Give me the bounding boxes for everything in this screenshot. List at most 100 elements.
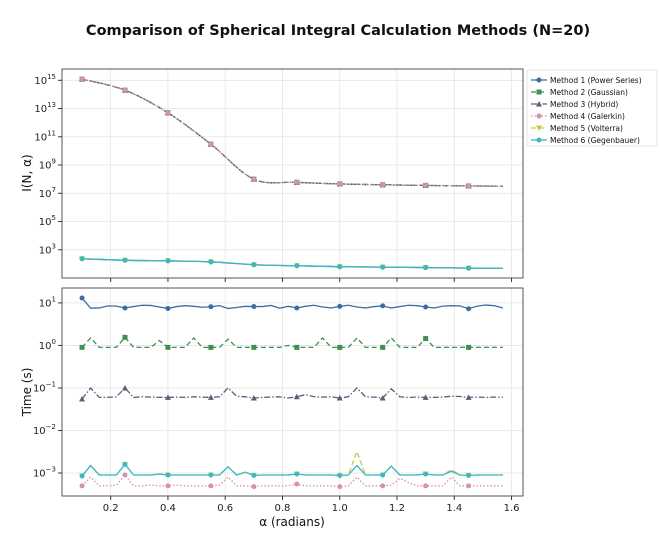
- marker-series-4: [208, 483, 214, 489]
- marker-series-6: [337, 264, 343, 270]
- marker-series-6: [208, 259, 214, 265]
- marker-series-3: [293, 393, 300, 400]
- marker-series-6: [208, 472, 214, 478]
- marker-series-3: [465, 394, 472, 400]
- marker-series-4: [79, 76, 85, 82]
- marker-series-1: [294, 305, 300, 311]
- marker-series-4: [122, 87, 128, 93]
- marker-series-4: [251, 176, 257, 182]
- x-tick-label: 0.6: [217, 503, 233, 514]
- y-tick-label: 103: [39, 242, 56, 256]
- x-tick-label: 1.0: [332, 503, 348, 514]
- marker-series-6: [380, 264, 386, 270]
- marker-series-4: [294, 179, 300, 185]
- marker-series-2: [423, 336, 429, 342]
- x-axis-label: α (radians): [259, 515, 325, 529]
- marker-series-4: [423, 182, 429, 188]
- y-tick-label: 10−2: [33, 423, 56, 437]
- marker-series-4: [165, 483, 171, 489]
- marker-series-3: [250, 395, 257, 401]
- marker-series-1: [79, 295, 85, 301]
- marker-series-1: [536, 77, 542, 83]
- marker-series-5: [536, 125, 542, 131]
- marker-series-3: [336, 395, 343, 401]
- plot-area: [62, 288, 523, 496]
- marker-series-4: [536, 113, 542, 119]
- y-tick-label: 107: [39, 186, 56, 200]
- marker-series-3: [164, 394, 171, 400]
- top-axes-intensity: 103 105 107 109 1011 1013 1015: [34, 68, 524, 282]
- marker-series-4: [294, 481, 300, 487]
- marker-series-6: [466, 265, 472, 271]
- legend-entry-5: Method 5 (Volterra): [550, 124, 623, 133]
- bottom-y-axis-label: Time (s): [20, 368, 34, 418]
- marker-series-1: [208, 304, 214, 310]
- marker-series-4: [380, 483, 386, 489]
- marker-series-6: [466, 472, 472, 478]
- marker-series-2: [208, 344, 214, 350]
- y-tick-label: 105: [39, 214, 56, 228]
- legend-entry-1: Method 1 (Power Series): [550, 76, 642, 85]
- legend-entry-6: Method 6 (Gegenbauer): [550, 136, 640, 145]
- marker-series-4: [380, 182, 386, 188]
- y-tick-label: 101: [39, 295, 56, 309]
- marker-series-6: [122, 461, 128, 467]
- marker-series-4: [423, 483, 429, 489]
- marker-series-1: [337, 303, 343, 309]
- marker-series-1: [251, 304, 257, 310]
- marker-series-4: [466, 483, 472, 489]
- legend-entry-2: Method 2 (Gaussian): [550, 88, 628, 97]
- y-tick-label: 1013: [34, 101, 56, 115]
- marker-series-6: [122, 257, 128, 263]
- marker-series-1: [423, 304, 429, 310]
- marker-series-6: [251, 262, 257, 268]
- marker-series-2: [79, 344, 85, 350]
- marker-series-1: [466, 306, 472, 312]
- legend-box: [526, 69, 658, 147]
- marker-series-1: [122, 305, 128, 311]
- x-tick-label: 0.4: [160, 503, 176, 514]
- marker-series-4: [337, 181, 343, 187]
- x-tick-label: 0.2: [103, 503, 119, 514]
- marker-series-6: [165, 258, 171, 264]
- bottom-axes-time: 0.2 0.4 0.6 0.8 1.0 1.2 1.4 1.6 10−3 10−2 10−1 100 1…: [33, 287, 524, 514]
- legend-entry-4: Method 4 (Galerkin): [550, 112, 625, 121]
- series-line-1: [81, 297, 504, 310]
- marker-series-3: [379, 395, 386, 401]
- series-line-2: [81, 336, 503, 349]
- marker-series-4: [165, 110, 171, 116]
- marker-series-3: [79, 396, 86, 402]
- marker-series-6: [79, 256, 85, 262]
- marker-series-6: [165, 472, 171, 478]
- marker-series-3: [121, 384, 128, 391]
- marker-series-1: [380, 303, 386, 309]
- y-tick-label: 10−3: [33, 466, 56, 480]
- marker-series-6: [337, 472, 343, 478]
- axes-frame: [61, 68, 524, 279]
- x-tick-label: 1.2: [389, 503, 405, 514]
- y-tick-label: 100: [39, 338, 56, 352]
- marker-series-4: [79, 483, 85, 489]
- marker-series-6: [423, 471, 429, 477]
- y-tick-label: 1015: [34, 73, 56, 87]
- marker-series-3: [207, 394, 214, 400]
- marker-series-4: [208, 141, 214, 147]
- y-tick-label: 10−1: [33, 380, 56, 394]
- legend-entry-3: Method 3 (Hybrid): [550, 100, 618, 109]
- x-tick-label: 1.6: [504, 503, 520, 514]
- marker-series-4: [251, 484, 257, 490]
- marker-series-2: [466, 344, 472, 350]
- x-tick-label: 1.4: [446, 503, 462, 514]
- marker-series-6: [79, 473, 85, 479]
- marker-series-2: [337, 344, 343, 350]
- marker-series-6: [294, 471, 300, 477]
- marker-series-4: [122, 472, 128, 478]
- marker-series-6: [380, 472, 386, 478]
- series-line-4: [81, 473, 503, 488]
- marker-series-3: [536, 101, 542, 107]
- marker-series-6: [251, 472, 257, 478]
- marker-series-2: [251, 344, 257, 350]
- marker-series-4: [466, 183, 472, 189]
- series-line-3: [81, 386, 503, 400]
